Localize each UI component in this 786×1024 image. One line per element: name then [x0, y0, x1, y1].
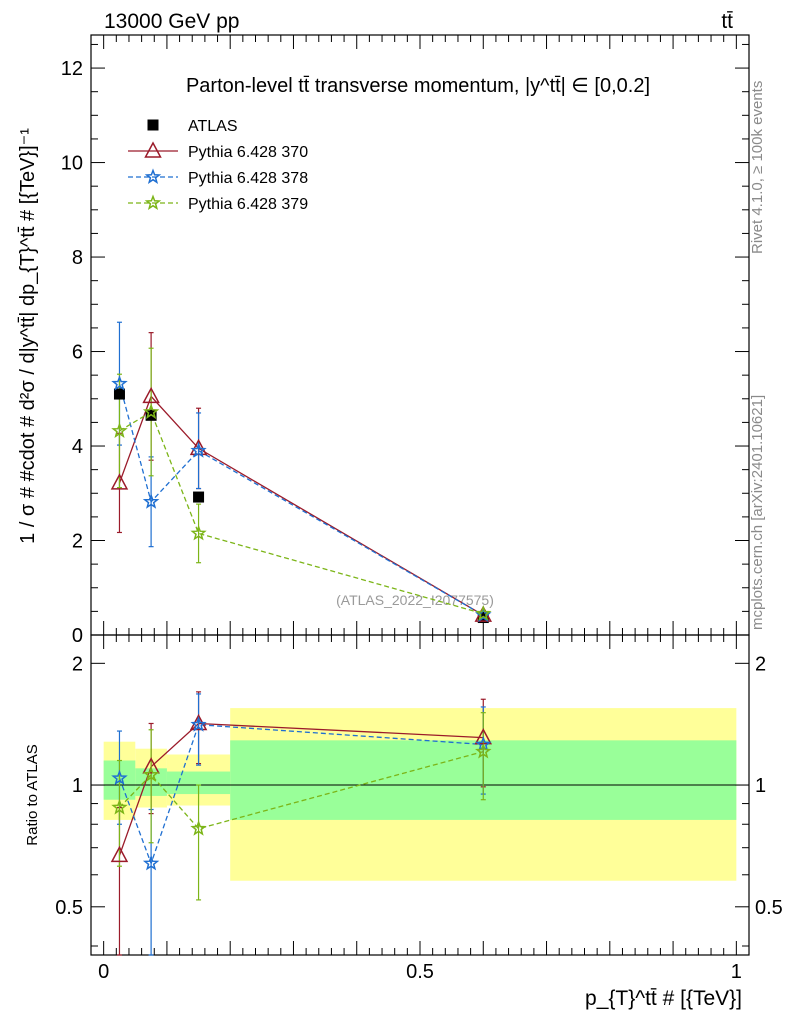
pythia-6-428-379-ratio-point: [190, 820, 207, 836]
legend-pythia-6-428-370-marker: [144, 141, 162, 158]
ratio-y-tick-label: 1: [72, 775, 83, 797]
y-tick-label: 0: [72, 625, 83, 647]
pythia-6-428-379-ratio-point: [111, 798, 128, 815]
legend-atlas-marker: [147, 119, 159, 131]
process-label: tt̄: [721, 10, 733, 33]
y-axis-label-ratio: Ratio to ATLAS: [24, 744, 41, 845]
atlas-point: [113, 388, 125, 400]
x-tick-label: 1: [731, 961, 742, 983]
pythia-6-428-379-line: [119, 411, 484, 615]
y-tick-label: 4: [72, 436, 83, 458]
mcplots-label: mcplots.cern.ch [arXiv:2401.10621]: [749, 395, 766, 630]
pythia-6-428-370-ratio-point: [110, 845, 129, 863]
pythia-6-428-378-ratio-point: [111, 769, 128, 786]
ratio-plot: 0 0.5 1 0.5 0.5 1 1 2 2: [55, 634, 783, 983]
main-plot: 0 2 4 6 8 10 12: [61, 34, 750, 647]
pythia-6-428-378-line: [118, 383, 484, 616]
pythia-6-428-370-point: [142, 386, 160, 404]
y-axis-label-main: 1 / σ # #cdot # d²σ / d|y^tt̄| dp_{T}^tt…: [17, 128, 39, 544]
pythia-6-428-379-ratio-line: [119, 750, 484, 830]
ratio-y-tick-label: 2: [72, 653, 83, 675]
pythia-6-428-370-ratio-point: [142, 757, 160, 774]
pythia-6-428-379-ratio-point: [475, 742, 492, 759]
legend-pythia-6-428-379-marker: [144, 194, 162, 211]
legend: ATLAS Pythia 6.428 370 Pythia 6.428 378 Pyt…: [128, 118, 308, 213]
pythia-6-428-370-point: [110, 473, 129, 490]
y-tick-label: 6: [72, 342, 83, 364]
legend-pythia-6-428-370-label: Pythia 6.428 370: [188, 144, 308, 161]
legend-pythia-6-428-379-label: Pythia 6.428 379: [188, 196, 308, 213]
y-tick-label: 12: [61, 58, 83, 80]
ratio-band-green-2: [166, 771, 231, 795]
pythia-6-428-379-ratio-point: [142, 766, 160, 782]
pythia-6-428-378-ratio-point: [190, 716, 207, 732]
ratio-y-tick-label: 0.5: [55, 897, 83, 919]
pythia-6-428-378-ratio-line: [118, 724, 484, 866]
ratio-y-tick-label-right: 2: [755, 653, 766, 675]
pythia-6-428-378-point: [111, 375, 128, 391]
legend-atlas-label: ATLAS: [188, 118, 238, 135]
energy-label: 13000 GeV pp: [104, 10, 239, 33]
pythia-6-428-379-point: [190, 524, 207, 541]
legend-pythia-6-428-378-label: Pythia 6.428 378: [188, 170, 308, 187]
ratio-y-tick-label-right: 1: [755, 775, 766, 797]
pythia-6-428-378-point: [142, 493, 160, 509]
pythia-6-428-378-point: [190, 442, 207, 458]
pythia-6-428-379-point: [475, 605, 492, 621]
x-axis-label: p_{T}^tt̄ # [{TeV}]: [585, 987, 742, 1010]
y-tick-label: 8: [72, 247, 83, 269]
pythia-6-428-370-ratio-line: [118, 722, 484, 856]
x-tick-label: 0.5: [406, 961, 434, 983]
ratio-y-tick-label-right: 0.5: [755, 897, 783, 919]
pythia-6-428-378-ratio-point: [142, 854, 160, 871]
y-tick-label: 10: [61, 153, 83, 175]
legend-pythia-6-428-378-marker: [144, 168, 162, 185]
atlas-point: [193, 491, 205, 503]
x-tick-label: 0: [98, 961, 109, 983]
pythia-6-428-379-point: [142, 403, 160, 420]
y-tick-label: 2: [72, 531, 83, 553]
analysis-watermark: (ATLAS_2022_I2077575): [336, 592, 494, 608]
chart-title: Parton-level tt̄ transverse momentum, |y…: [186, 75, 650, 97]
rivet-version-label: Rivet 4.1.0, ≥ 100k events: [749, 81, 766, 254]
pythia-6-428-370-line: [118, 395, 484, 616]
pythia-6-428-379-point: [111, 422, 128, 438]
